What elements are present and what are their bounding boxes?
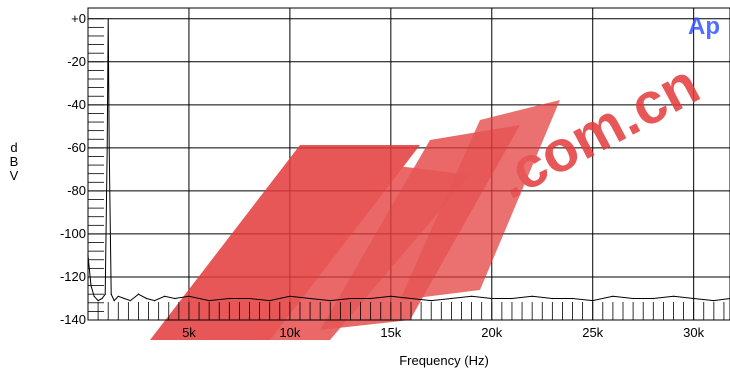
- series-point: [693, 297, 695, 300]
- series-point: [164, 295, 166, 297]
- y-tick-label: -60: [67, 140, 86, 155]
- series-point: [117, 295, 119, 297]
- y-tick-label: -40: [67, 97, 86, 112]
- series-point: [390, 295, 392, 297]
- series-point: [713, 300, 715, 302]
- series-point: [113, 300, 115, 302]
- y-tick-label: -140: [60, 312, 86, 327]
- y-axis-label-letter: V: [10, 168, 19, 183]
- x-tick-label: 5k: [182, 325, 196, 340]
- series-point: [672, 295, 675, 297]
- series-point: [174, 297, 176, 300]
- series-point: [108, 147, 110, 149]
- series-point: [101, 297, 103, 300]
- series-point: [491, 297, 493, 300]
- series-group: [87, 18, 730, 302]
- series-point: [228, 297, 230, 300]
- series-point: [370, 297, 372, 300]
- series-point: [612, 295, 614, 297]
- series-point: [511, 297, 513, 300]
- y-tick-label: -20: [67, 54, 86, 69]
- series-point: [93, 295, 95, 297]
- series-point: [106, 147, 108, 149]
- x-tick-label: 30k: [683, 325, 704, 340]
- series-point: [592, 300, 594, 302]
- series-point: [471, 295, 473, 297]
- minor-ticks: [87, 18, 725, 321]
- y-tick-label: -100: [60, 226, 86, 241]
- series-point: [110, 293, 112, 295]
- x-tick-labels: 5k 10k 15k 20k 25k 30k: [182, 325, 705, 340]
- series-point: [137, 293, 140, 295]
- y-axis-label-letter: B: [10, 154, 19, 169]
- series-point: [269, 300, 271, 302]
- series-point: [309, 297, 311, 300]
- series-point: [129, 300, 131, 302]
- series-point: [248, 297, 251, 300]
- y-axis-label-letter: d: [10, 140, 17, 155]
- y-tick-label: -80: [67, 183, 86, 198]
- y-tick-label: -120: [60, 269, 86, 284]
- watermark-letter-w: [400, 100, 560, 300]
- series-point: [289, 295, 291, 297]
- series-point: [349, 297, 352, 300]
- y-axis-label: dBV: [10, 140, 19, 183]
- series-point: [551, 297, 553, 300]
- series-point: [123, 297, 125, 300]
- series-point: [450, 297, 452, 300]
- series-point: [632, 297, 634, 300]
- y-tick-labels: +0 -20 -40 -60 -80 -100 -120 -140: [60, 11, 86, 327]
- series-point: [571, 297, 574, 300]
- series-point: [329, 300, 331, 302]
- series-point: [90, 285, 92, 287]
- series-point: [107, 18, 109, 20]
- series-point: [145, 297, 148, 300]
- x-axis-label: Frequency (Hz): [399, 353, 489, 368]
- series-point: [430, 300, 432, 302]
- x-tick-label: 20k: [481, 325, 502, 340]
- series-point: [410, 297, 412, 300]
- watermark-letter-e1: [150, 145, 420, 340]
- series-point: [531, 295, 533, 297]
- series-point: [208, 300, 210, 302]
- x-tick-label: 10k: [279, 325, 300, 340]
- series-point: [104, 293, 106, 295]
- series-point: [652, 297, 654, 300]
- series-point: [154, 300, 156, 302]
- plot-frame: [87, 7, 730, 321]
- series-point: [188, 295, 190, 297]
- corner-watermark: Ap: [688, 13, 720, 40]
- series-point: [97, 300, 99, 302]
- y-tick-label: +0: [71, 11, 86, 26]
- x-tick-label: 15k: [380, 325, 401, 340]
- x-tick-label: 25k: [582, 325, 603, 340]
